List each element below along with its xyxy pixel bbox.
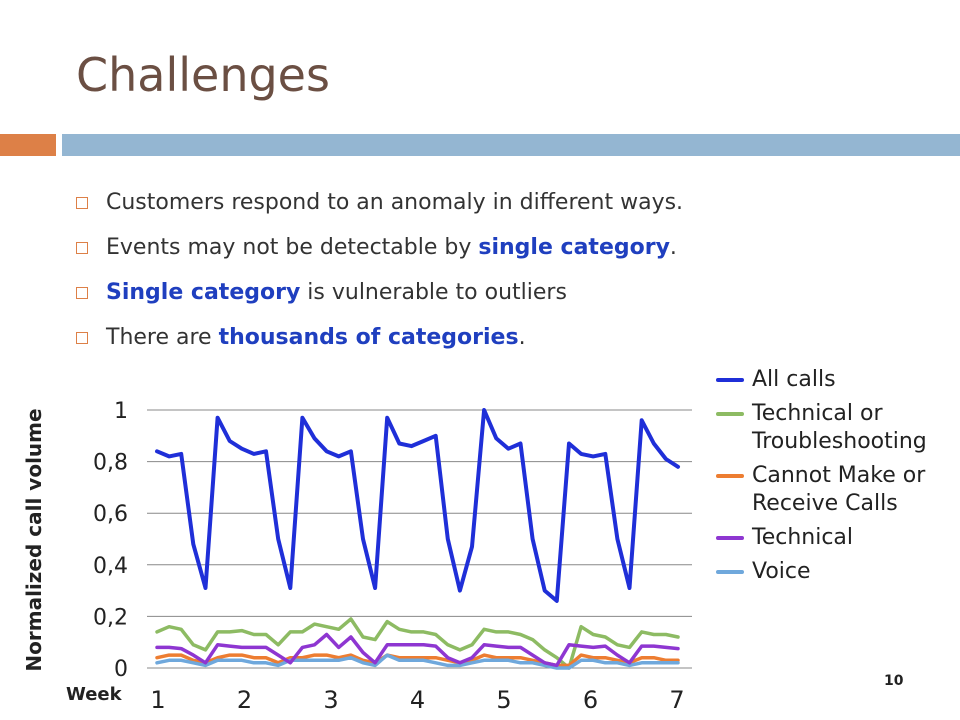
accent-bar [0, 134, 56, 156]
bullet-item: Events may not be detectable by single c… [76, 225, 683, 270]
y-tick-label: 0,4 [93, 554, 128, 579]
series-line [155, 408, 680, 603]
legend-item: All calls [716, 366, 960, 394]
bullet-text: Single category is vulnerable to outlier… [106, 273, 567, 313]
y-tick-label: 0,6 [93, 502, 128, 527]
bullet-item: There are thousands of categories. [76, 315, 683, 360]
legend-label: Cannot Make or Receive Calls [752, 463, 926, 516]
x-tick-label: 2 [237, 686, 252, 714]
y-axis-title: Normalized call volume [22, 408, 46, 672]
page-number: 10 [884, 673, 904, 689]
legend-swatch [716, 474, 744, 478]
x-axis-title: Week [66, 684, 122, 705]
bullet-text: Events may not be detectable by single c… [106, 228, 677, 268]
bullet-item: Customers respond to an anomaly in diffe… [76, 180, 683, 225]
x-tick-label: 3 [323, 686, 338, 714]
legend-item: Cannot Make or Receive Calls [716, 462, 960, 518]
x-tick-label: 4 [410, 686, 425, 714]
chart-legend: All calls Technical or Troubleshooting Can… [716, 366, 960, 592]
legend-swatch [716, 412, 744, 416]
bullet-item: Single category is vulnerable to outlier… [76, 270, 683, 315]
legend-label: All calls [752, 367, 836, 392]
legend-item: Technical [716, 524, 960, 552]
bullet-square-icon [76, 196, 88, 209]
bullet-text-part: Customers respond to an anomaly in diffe… [106, 189, 684, 215]
legend-item: Voice [716, 558, 960, 586]
y-tick-label: 1 [114, 399, 128, 424]
legend-label: Technical or Troubleshooting [752, 401, 927, 454]
highlight-text: thousands of categories [218, 324, 519, 350]
bullet-square-icon [76, 331, 88, 344]
bullet-text-part: There are [106, 324, 219, 350]
bullet-text-part: . [669, 234, 677, 260]
bullet-square-icon [76, 286, 88, 299]
y-tick-label: 0,8 [93, 451, 128, 476]
x-tick-label: 6 [583, 686, 598, 714]
bullet-text: There are thousands of categories. [106, 318, 526, 358]
legend-label: Voice [752, 559, 811, 584]
bullet-text-part: . [518, 324, 526, 350]
x-tick-label: 5 [496, 686, 511, 714]
legend-swatch [716, 536, 744, 540]
highlight-text: single category [478, 234, 670, 260]
x-tick-label: 7 [669, 686, 684, 714]
header-bar [62, 134, 960, 156]
series-line [155, 653, 680, 670]
legend-swatch [716, 570, 744, 574]
legend-item: Technical or Troubleshooting [716, 400, 960, 456]
highlight-text: Single category [106, 279, 301, 305]
y-tick-label: 0 [114, 657, 128, 682]
legend-swatch [716, 378, 744, 382]
bullet-text: Customers respond to an anomaly in diffe… [106, 183, 683, 223]
bullet-text-part: is vulnerable to outliers [300, 279, 567, 305]
x-tick-label: 1 [150, 686, 165, 714]
series-line [155, 632, 680, 668]
bullet-text-part: Events may not be detectable by [106, 234, 479, 260]
series-line [155, 617, 680, 670]
slide-title: Challenges [76, 48, 330, 102]
y-tick-label: 0,2 [93, 605, 128, 630]
legend-label: Technical [752, 525, 854, 550]
bullet-square-icon [76, 241, 88, 254]
bullet-list: Customers respond to an anomaly in diffe… [76, 180, 683, 360]
series-line [155, 653, 680, 668]
